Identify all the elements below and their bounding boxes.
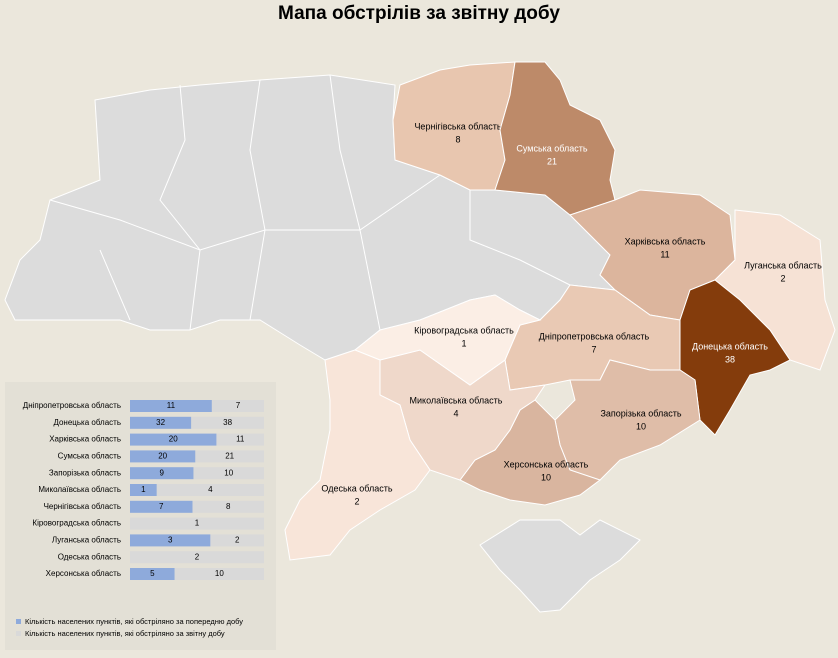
category-label: Чернігівська область	[44, 502, 121, 511]
category-label: Одеська область	[58, 552, 121, 561]
bar-value-label: 5	[150, 569, 155, 578]
category-label: Сумська область	[58, 452, 121, 461]
region	[354, 294, 542, 386]
bar-value-label: 11	[236, 435, 245, 444]
category-label: Запорізька область	[49, 468, 121, 477]
region-name: Одеська область	[321, 483, 393, 493]
region-value: 38	[725, 354, 735, 364]
region-border	[469, 190, 571, 286]
bar-value-label: 9	[160, 468, 165, 477]
bar	[130, 450, 196, 463]
region-border	[329, 74, 381, 331]
category-label: Луганська область	[52, 536, 121, 545]
bar	[211, 400, 264, 412]
bar-value-label: 32	[156, 418, 165, 427]
category-label: Донецька область	[53, 418, 121, 427]
region-value: 2	[354, 496, 359, 506]
bar	[192, 500, 264, 513]
bar-value-label: 4	[208, 485, 213, 494]
bar-value-label: 2	[195, 552, 200, 561]
bar	[210, 534, 264, 547]
bar	[174, 568, 264, 580]
bar	[130, 551, 264, 564]
region-name: Донецька область	[692, 341, 768, 351]
bar	[130, 534, 211, 547]
bar	[216, 433, 264, 446]
region-name: Харківська область	[625, 236, 706, 246]
crimea	[479, 519, 641, 613]
region-value: 8	[455, 134, 460, 144]
bar-value-label: 11	[167, 401, 176, 410]
region-name: Луганська область	[744, 260, 822, 270]
region-value: 10	[541, 472, 551, 482]
bar	[130, 467, 194, 480]
region-name: Дніпропетровська область	[539, 331, 650, 341]
bar	[130, 568, 175, 580]
category-label: Миколаївська область	[38, 485, 121, 494]
legend-marker	[16, 631, 21, 636]
bar-value-label: 3	[168, 536, 173, 545]
legend-marker	[16, 619, 21, 624]
region-value: 1	[461, 338, 466, 348]
region-border	[49, 174, 441, 251]
region-name: Херсонська область	[504, 459, 589, 469]
bar	[130, 517, 264, 530]
region-name: Запорізька область	[600, 408, 681, 418]
category-label: Херсонська область	[46, 569, 121, 578]
region-name: Кіровоградська область	[414, 325, 514, 335]
bar-value-label: 21	[225, 452, 234, 461]
bar	[193, 467, 264, 480]
other-regions	[4, 74, 641, 613]
bar-value-label: 20	[158, 452, 167, 461]
bar-value-label: 1	[141, 485, 146, 494]
region-value: 10	[636, 421, 646, 431]
bar-value-label: 1	[195, 519, 200, 528]
bar	[130, 400, 212, 412]
region-value: 7	[591, 344, 596, 354]
bar	[130, 416, 192, 429]
bar	[130, 484, 157, 496]
region-name: Миколаївська область	[410, 395, 503, 405]
category-label: Кіровоградська область	[32, 519, 121, 528]
region-name: Сумська область	[516, 143, 588, 153]
bar-value-label: 7	[159, 502, 164, 511]
region-border	[99, 249, 131, 321]
category-label: Харківська область	[49, 435, 121, 444]
bar-value-label: 20	[169, 435, 178, 444]
map-title: Мапа обстрілів за звітну добу	[278, 3, 560, 24]
bar	[191, 416, 264, 429]
bar-value-label: 10	[224, 468, 233, 477]
region-name: Чернігівська область	[414, 121, 501, 131]
region-value: 21	[547, 156, 557, 166]
bar-value-label: 38	[223, 418, 232, 427]
region-border	[159, 84, 201, 331]
bar-value-label: 2	[235, 536, 240, 545]
region-value: 2	[780, 273, 785, 283]
bar	[195, 450, 264, 463]
bar	[130, 433, 217, 446]
region-border	[249, 79, 266, 321]
bar	[130, 500, 193, 513]
bar	[156, 484, 264, 496]
category-label: Дніпропетровська область	[23, 401, 121, 410]
bar-value-label: 7	[236, 401, 241, 410]
region-value: 4	[453, 408, 458, 418]
region-value: 11	[660, 249, 669, 259]
bar-value-label: 10	[215, 569, 224, 578]
legend-label: Кількість населених пунктів, які обстріл…	[25, 617, 243, 626]
bar-value-label: 8	[226, 502, 231, 511]
region	[714, 209, 836, 371]
region	[284, 349, 431, 561]
legend-label: Кількість населених пунктів, які обстріл…	[25, 629, 225, 638]
